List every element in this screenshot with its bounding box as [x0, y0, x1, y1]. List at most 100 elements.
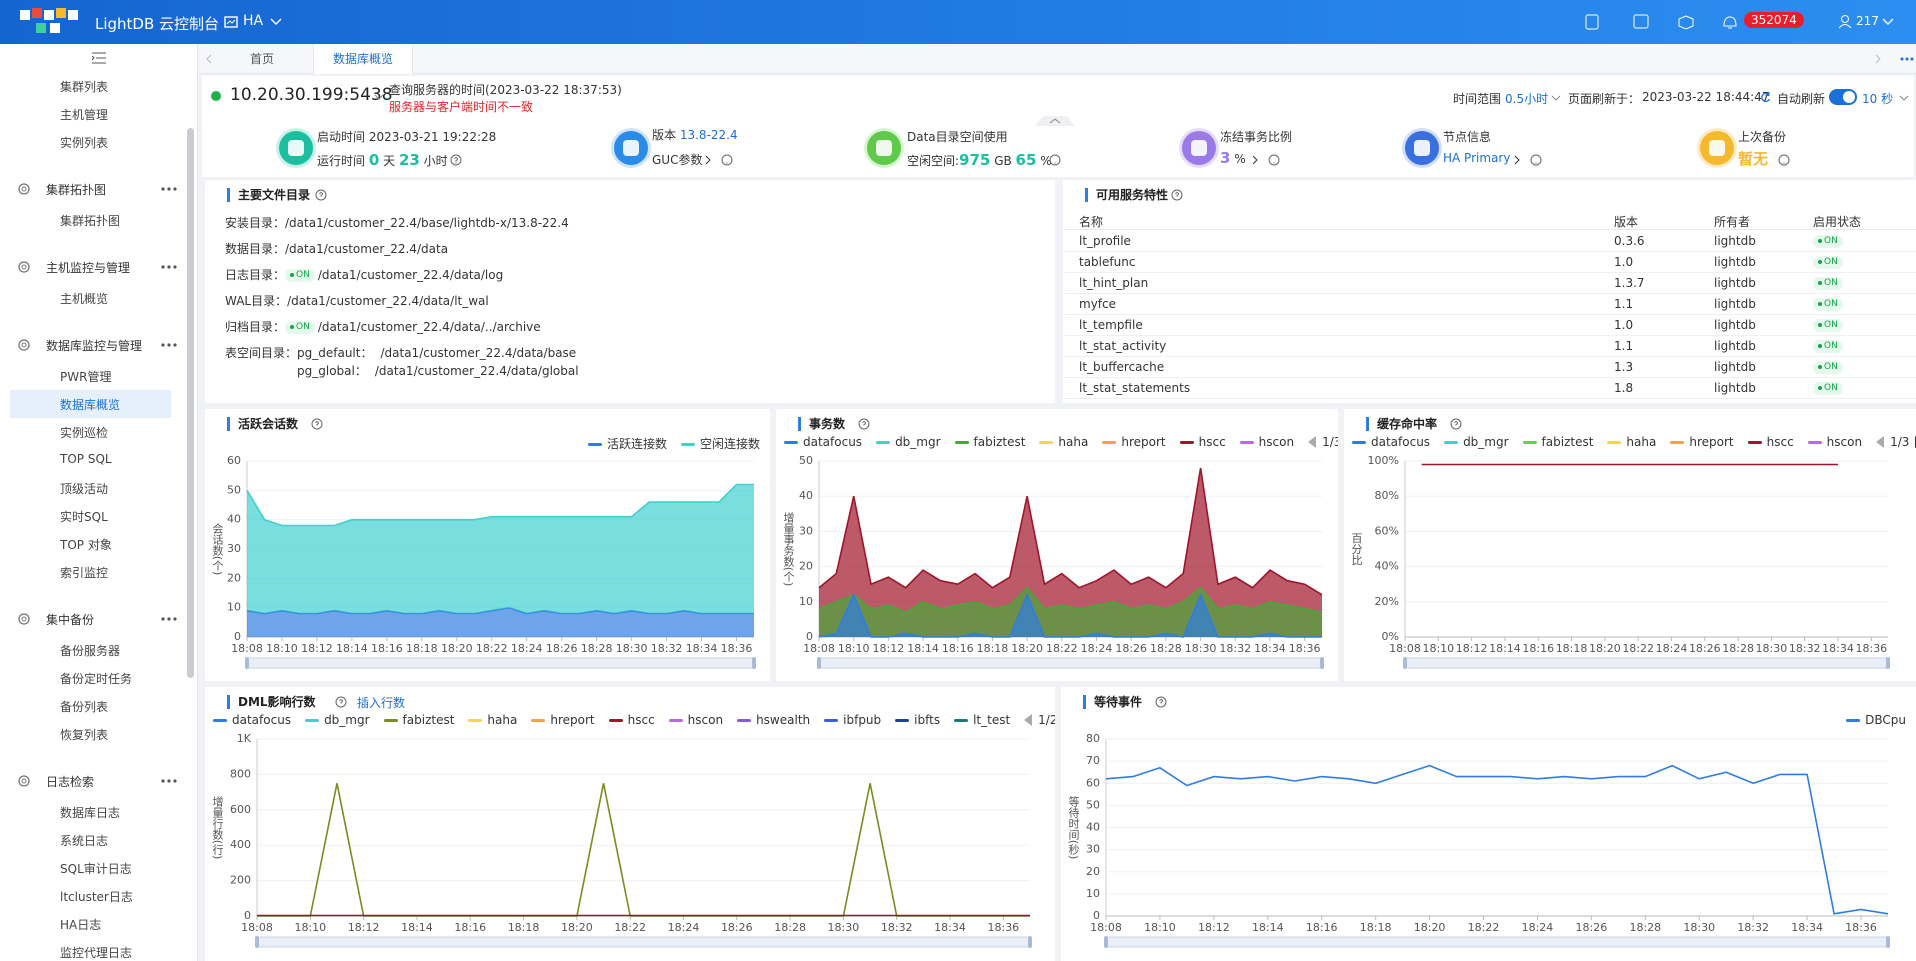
legend-item[interactable]: db_mgr — [305, 713, 370, 727]
legend-item[interactable]: fabiztest — [954, 435, 1025, 449]
legend-item[interactable]: ibfpub — [824, 713, 881, 727]
legend-item[interactable]: ibfts — [895, 713, 940, 727]
legend-item[interactable]: fabiztest — [1522, 435, 1593, 449]
unit: GB — [994, 154, 1012, 168]
legend-item[interactable]: datafocus — [1352, 435, 1430, 449]
nav-item[interactable]: 实例巡检 — [60, 426, 109, 440]
help-icon[interactable] — [1252, 154, 1282, 166]
nav-item[interactable]: 恢复列表 — [60, 728, 109, 742]
nav-item[interactable]: TOP SQL — [60, 452, 112, 466]
services-panel: 可用服务特性 名称 版本 所有者 启用状态 lt_profile 0.3.6 lightdb O… — [1063, 180, 1916, 403]
help-icon[interactable] — [1049, 154, 1061, 166]
nav-item[interactable]: 主机管理 — [60, 108, 109, 122]
refresh-icon[interactable] — [1760, 92, 1771, 103]
legend-swatch — [305, 719, 320, 722]
nav-item[interactable]: 监控代理日志 — [60, 946, 133, 960]
node-role[interactable]: HA Primary — [1443, 151, 1511, 165]
x-tick-label: 18:10 — [1422, 642, 1454, 655]
alert-badge[interactable]: 352074 — [1744, 12, 1804, 28]
nav-item[interactable]: 索引监控 — [60, 566, 109, 580]
legend-item[interactable]: hscc — [1747, 435, 1794, 449]
nav-item[interactable]: 备份服务器 — [60, 644, 121, 658]
guc-link[interactable]: GUC参数 — [652, 151, 702, 168]
legend-item[interactable]: hreport — [531, 713, 595, 727]
legend-item[interactable]: hscc — [1179, 435, 1226, 449]
nav-item[interactable]: 数据库概览 — [60, 398, 121, 412]
nav-item[interactable]: TOP 对象 — [60, 538, 112, 552]
tablespace-entry: pg_default： /data1/customer_22.4/data/bas… — [297, 344, 579, 362]
legend-item[interactable]: haha — [1039, 435, 1088, 449]
help-icon[interactable] — [1514, 154, 1544, 166]
legend-item[interactable]: hreport — [1102, 435, 1166, 449]
legend-item[interactable]: fabiztest — [383, 713, 455, 727]
collapse-handle[interactable] — [1035, 116, 1075, 126]
node-label: 节点信息 — [1443, 130, 1492, 144]
nav-item[interactable]: 集群列表 — [60, 80, 109, 94]
nav-item[interactable]: 备份定时任务 — [60, 672, 133, 686]
chevron[interactable] — [374, 94, 384, 101]
y-tick-label: 80% — [1375, 489, 1399, 502]
legend-swatch — [1179, 441, 1194, 444]
legend-item[interactable]: 空闲连接数 — [680, 435, 760, 452]
y-tick-label: 200 — [230, 874, 251, 887]
legend-label: fabiztest — [402, 713, 455, 727]
nav-item[interactable]: 系统日志 — [60, 834, 109, 848]
legend-item[interactable]: hscon — [1239, 435, 1294, 449]
legend-item[interactable]: hscon — [668, 713, 723, 727]
chart-panel: 等待事件 0 10 20 30 40 50 60 70 80 18:08 18:10 18:12 18:1… — [1061, 687, 1916, 961]
tab-active[interactable]: 数据库概览 — [313, 44, 413, 74]
nav-group[interactable]: 日志检索 — [46, 775, 95, 789]
legend: datafocus db_mgr fabiztest haha hreport hscc h… — [1352, 435, 1916, 449]
collapse-icon[interactable] — [92, 52, 106, 64]
legend-item[interactable]: hswealth — [737, 713, 810, 727]
nav-item[interactable]: 数据库日志 — [60, 806, 121, 820]
nav-group[interactable]: 主机监控与管理 — [46, 261, 131, 275]
toolbar-icons[interactable] — [1584, 14, 1754, 30]
legend-item[interactable]: haha — [1607, 435, 1656, 449]
legend-item[interactable]: hreport — [1670, 435, 1734, 449]
nav-item[interactable]: 备份列表 — [60, 700, 109, 714]
y-axis-label: 等待时间(秒) — [1067, 794, 1080, 859]
nav-item[interactable]: 实时SQL — [60, 510, 108, 524]
help-icon[interactable] — [450, 154, 462, 166]
tab-prev[interactable] — [205, 54, 213, 64]
legend-item[interactable]: hscon — [1807, 435, 1862, 449]
column-header: 启用状态 — [1813, 215, 1862, 229]
legend-item[interactable]: lt_test — [954, 713, 1010, 727]
legend-item[interactable]: DBCpu — [1846, 713, 1906, 727]
time-range[interactable]: 0.5小时 — [1505, 92, 1549, 106]
x-tick-label: 18:20 — [441, 642, 473, 655]
nav-item[interactable]: 集群拓扑图 — [60, 214, 121, 228]
logo — [20, 8, 78, 33]
user-name[interactable]: 217 — [1856, 14, 1879, 28]
metric-selector[interactable]: 插入行数 — [357, 696, 406, 710]
nav-item[interactable]: HA日志 — [60, 918, 102, 932]
nav-item[interactable]: 主机概览 — [60, 292, 109, 306]
legend-item[interactable]: haha — [468, 713, 517, 727]
tab-more[interactable] — [1874, 54, 1914, 64]
help-icon[interactable] — [705, 154, 735, 166]
nav-group[interactable]: 数据库监控与管理 — [46, 339, 143, 353]
nav-group[interactable]: 集群拓扑图 — [46, 183, 107, 197]
legend-item[interactable]: 活跃连接数 — [587, 435, 667, 452]
toggle[interactable] — [1829, 89, 1857, 105]
legend-item[interactable]: datafocus — [784, 435, 862, 449]
tab[interactable]: 首页 — [249, 52, 274, 66]
nav-item[interactable]: SQL审计日志 — [60, 862, 132, 876]
help-icon — [1155, 696, 1167, 708]
nav-group[interactable]: 集中备份 — [46, 613, 95, 627]
nav-item[interactable]: PWR管理 — [60, 370, 112, 384]
x-tick-label: 18:24 — [511, 642, 543, 655]
legend-item[interactable]: hscc — [608, 713, 655, 727]
legend-item[interactable]: datafocus — [213, 713, 291, 727]
nav-item[interactable]: ltcluster日志 — [60, 890, 133, 904]
legend-item[interactable]: db_mgr — [876, 435, 941, 449]
help-icon[interactable] — [1778, 154, 1790, 166]
x-tick-label: 18:20 — [561, 921, 593, 934]
table-cell: myfce — [1079, 297, 1116, 311]
nav-item[interactable]: 顶级活动 — [60, 482, 109, 496]
cluster-select[interactable]: HA — [243, 13, 264, 29]
nav-item[interactable]: 实例列表 — [60, 136, 109, 150]
auto-refresh-interval[interactable]: 10 秒 — [1862, 92, 1894, 106]
legend-item[interactable]: db_mgr — [1444, 435, 1509, 449]
